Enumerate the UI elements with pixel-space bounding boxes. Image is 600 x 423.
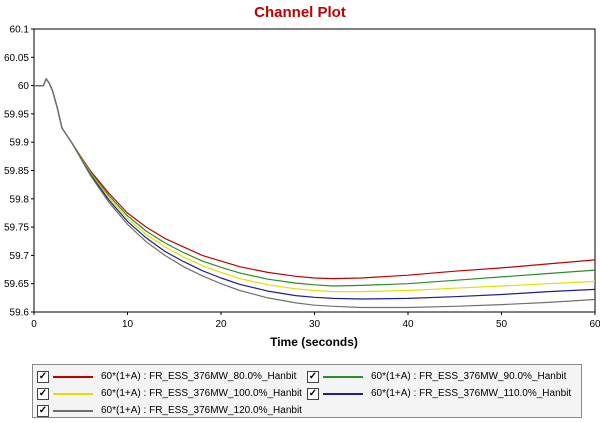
legend: ✓ 60*(1+A) : FR_ESS_376MW_80.0%_Hanbit ✓…: [32, 364, 582, 418]
legend-item-120[interactable]: ✓ 60*(1+A) : FR_ESS_376MW_120.0%_Hanbit: [37, 402, 307, 419]
x-tick-label: 50: [496, 319, 508, 330]
y-tick-label: 59.7: [10, 251, 30, 262]
y-tick-label: 59.6: [10, 308, 30, 319]
x-axis: 0 10 20 30 40 50 60: [31, 312, 600, 330]
legend-item-100[interactable]: ✓ 60*(1+A) : FR_ESS_376MW_100.0%_Hanbit: [37, 385, 307, 402]
y-tick-label: 59.95: [4, 109, 29, 120]
y-tick-label: 59.9: [10, 138, 30, 149]
series-lines: [34, 78, 596, 309]
checkbox-checked-icon[interactable]: ✓: [37, 370, 49, 383]
legend-swatch: [53, 392, 93, 395]
y-tick-label: 60.05: [4, 53, 29, 64]
legend-label: 60*(1+A) : FR_ESS_376MW_100.0%_Hanbit: [101, 388, 302, 399]
y-tick-label: 60: [18, 81, 30, 92]
checkbox-checked-icon[interactable]: ✓: [307, 370, 319, 383]
legend-label: 60*(1+A) : FR_ESS_376MW_90.0%_Hanbit: [371, 371, 567, 382]
checkbox-checked-icon[interactable]: ✓: [307, 387, 319, 400]
y-tick-label: 59.8: [10, 194, 30, 205]
legend-swatch: [53, 375, 93, 378]
plot-area: 59.6 59.65 59.7 59.75 59.8 59.85 59.9 59.95 60 60…: [4, 25, 600, 350]
series-line-4: [34, 78, 596, 309]
legend-swatch: [323, 392, 363, 395]
plot-frame: [33, 28, 596, 313]
checkbox-checked-icon[interactable]: ✓: [37, 404, 49, 417]
x-tick-label: 60: [589, 319, 600, 330]
x-tick-label: 40: [402, 319, 414, 330]
legend-item-110[interactable]: ✓ 60*(1+A) : FR_ESS_376MW_110.0%_Hanbit: [307, 385, 577, 402]
y-tick-label: 60.1: [10, 25, 30, 36]
legend-swatch: [53, 409, 93, 412]
y-tick-label: 59.65: [4, 279, 29, 290]
chart-title: Channel Plot: [254, 4, 346, 21]
legend-label: 60*(1+A) : FR_ESS_376MW_120.0%_Hanbit: [101, 405, 302, 416]
x-tick-label: 10: [122, 319, 134, 330]
legend-item-90[interactable]: ✓ 60*(1+A) : FR_ESS_376MW_90.0%_Hanbit: [307, 368, 577, 385]
legend-item-80[interactable]: ✓ 60*(1+A) : FR_ESS_376MW_80.0%_Hanbit: [37, 368, 307, 385]
checkbox-checked-icon[interactable]: ✓: [37, 387, 49, 400]
legend-swatch: [323, 375, 363, 378]
legend-label: 60*(1+A) : FR_ESS_376MW_80.0%_Hanbit: [101, 371, 297, 382]
legend-label: 60*(1+A) : FR_ESS_376MW_110.0%_Hanbit: [371, 388, 572, 399]
x-tick-label: 30: [309, 319, 321, 330]
x-tick-label: 20: [215, 319, 227, 330]
y-tick-label: 59.85: [4, 166, 29, 177]
x-axis-title: Time (seconds): [270, 335, 358, 349]
y-tick-label: 59.75: [4, 223, 29, 234]
x-tick-label: 0: [31, 319, 37, 330]
y-axis: 59.6 59.65 59.7 59.75 59.8 59.85 59.9 59.95 60 60…: [4, 25, 34, 319]
